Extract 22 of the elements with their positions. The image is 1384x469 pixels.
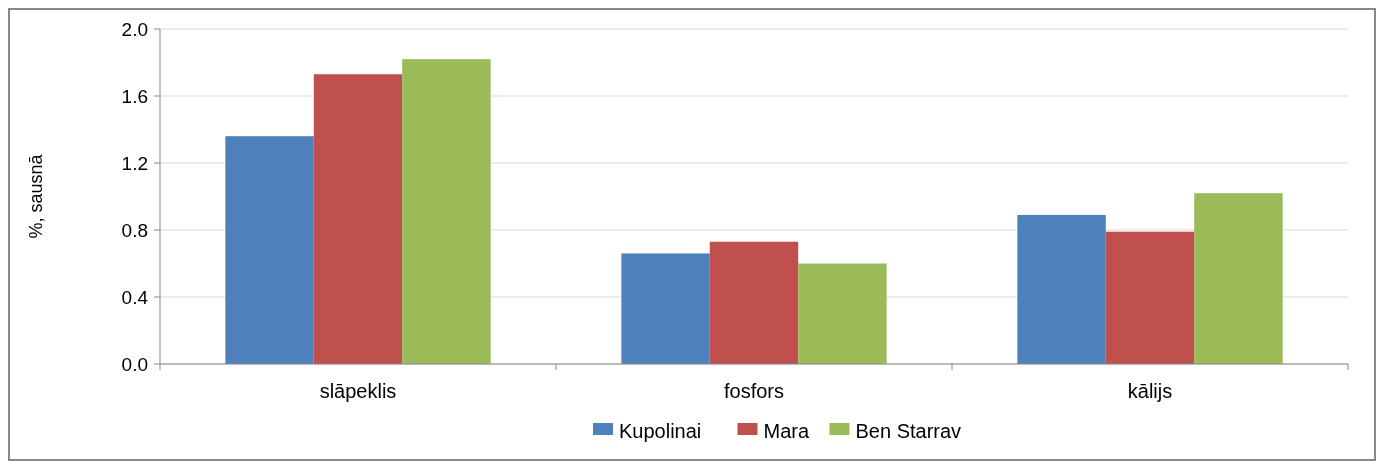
y-tick-label: 1.6: [121, 85, 148, 107]
bar: [402, 59, 491, 364]
bar: [709, 241, 799, 364]
bar: [1017, 214, 1106, 364]
legend-label: Kupolinai: [619, 420, 702, 442]
bar: [621, 253, 710, 364]
bar: [798, 263, 887, 364]
x-tick-label: fosfors: [723, 380, 785, 402]
y-tick-label: 0.8: [121, 219, 148, 241]
y-tick-label: 0.4: [121, 286, 149, 308]
bar: [225, 136, 314, 364]
bar: [1194, 193, 1283, 364]
y-axis-title: %, sausnā: [26, 153, 46, 239]
x-tick-label: slāpeklis: [319, 380, 397, 402]
y-tick-label: 2.0: [121, 18, 148, 40]
y-tick-label: 0.0: [121, 353, 148, 375]
bar: [313, 74, 403, 364]
bar: [1105, 231, 1195, 364]
x-tick-label: kālijs: [1127, 380, 1173, 402]
legend-label: Mara: [763, 420, 810, 442]
y-tick-label: 1.2: [121, 152, 148, 174]
legend-label: Ben Starrav: [855, 420, 962, 442]
